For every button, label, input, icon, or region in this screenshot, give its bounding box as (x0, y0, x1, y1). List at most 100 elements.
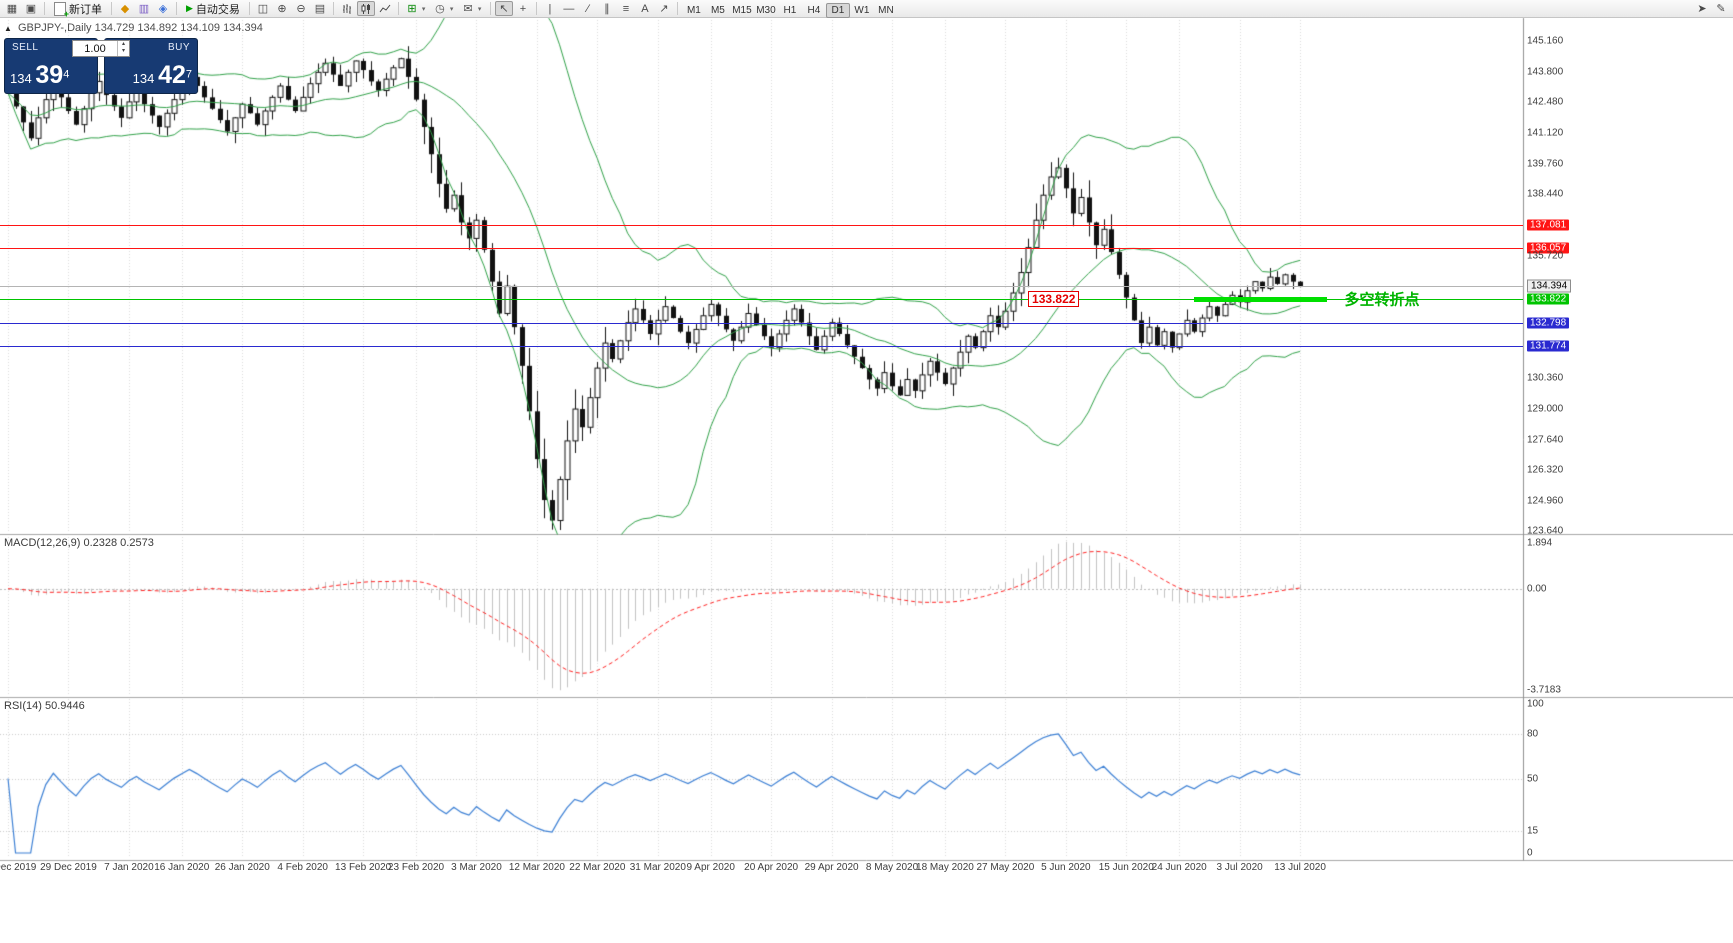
terminal-icon[interactable]: ▥ (138, 3, 150, 15)
volume-spinner: ▴ ▾ (117, 41, 129, 56)
volume-value: 1.00 (84, 42, 106, 55)
macd-axis-label: -3.7183 (1527, 684, 1561, 696)
pencil-tool-icon[interactable]: ✎ (1716, 3, 1726, 15)
periods-dropdown-icon[interactable]: ▾ (449, 5, 454, 13)
bar-chart-icon[interactable] (338, 1, 356, 16)
fibonacci-icon[interactable]: ≡ (622, 2, 630, 15)
price-axis-label: 132.798 (1527, 317, 1570, 329)
new-chart-icon[interactable]: ▦ (6, 3, 18, 15)
indicators-icon[interactable]: ⊞ (407, 3, 417, 15)
text-icon[interactable]: A (641, 2, 649, 15)
timeframe-d1[interactable]: D1 (825, 2, 850, 18)
price-axis-label: 145.160 (1527, 35, 1564, 47)
date-axis-label: 4 Feb 2020 (277, 862, 328, 873)
indicators-dropdown-icon[interactable]: ▾ (421, 5, 426, 13)
support-zone-highlight[interactable] (1194, 297, 1327, 303)
zoom-in-icon[interactable]: ⊕ (277, 3, 287, 15)
rsi-axis-label: 0 (1527, 847, 1533, 859)
price-axis-label: 130.360 (1527, 372, 1564, 384)
date-axis-label: 23 Feb 2020 (387, 862, 445, 873)
toolbar-separator (44, 2, 45, 15)
price-axis-label: 124.960 (1527, 495, 1564, 507)
cursor-icon[interactable]: ↖ (494, 1, 513, 16)
sell-label: SELL (12, 42, 39, 53)
timeframe-m15[interactable]: M15 (732, 4, 752, 16)
volume-input[interactable]: 1.00 ▴ ▾ (72, 40, 130, 57)
timeframe-w1[interactable]: W1 (854, 4, 870, 16)
autotrading-button[interactable]: ▶ 自动交易 (181, 1, 245, 16)
horizontal-line-object[interactable] (0, 225, 1523, 226)
price-axis-label: 137.081 (1527, 219, 1570, 231)
templates-icon[interactable]: ✉ (463, 3, 473, 15)
horizontal-line-icon[interactable]: — (563, 2, 575, 15)
date-axis-label: 15 Jun 2020 (1098, 862, 1154, 873)
timeframe-h4[interactable]: H4 (807, 4, 821, 16)
rsi-axis-label: 50 (1527, 773, 1539, 784)
one-click-trading-panel: SELL 134 394 BUY 134 427 1.00 ▴ ▾ (4, 38, 198, 94)
date-axis-label: 7 Jan 2020 (104, 862, 154, 873)
channel-icon[interactable]: ∥ (604, 3, 610, 15)
price-axis-label: 131.774 (1527, 340, 1570, 352)
timeframe-m30[interactable]: M30 (756, 4, 776, 16)
chart-symbol-period: GBPJPY-,Daily (17, 22, 92, 34)
tile-windows-icon[interactable]: ◫ (257, 3, 269, 15)
horizontal-line-object[interactable] (0, 299, 1523, 300)
date-axis-label: 3 Jul 2020 (1216, 862, 1263, 873)
rsi-axis-label: 100 (1527, 698, 1544, 710)
horizontal-line-object[interactable] (0, 248, 1523, 249)
timeframe-m1[interactable]: M1 (686, 4, 701, 16)
crosshair-icon[interactable]: + (519, 2, 527, 15)
candlestick-chart-icon[interactable] (356, 1, 375, 16)
metaeditor-icon[interactable]: ◆ (120, 3, 130, 15)
date-axis-label: 19 Dec 2019 (0, 862, 37, 873)
timeframe-m5[interactable]: M5 (710, 4, 725, 16)
date-axis-label: 18 May 2020 (916, 862, 974, 873)
volume-up-icon[interactable]: ▴ (121, 41, 125, 47)
timeframe-h1[interactable]: H1 (783, 4, 797, 16)
periods-icon[interactable]: ◷ (435, 3, 445, 15)
price-axis-label: 135.720 (1527, 250, 1564, 262)
trendline-icon[interactable]: ∕ (587, 2, 589, 15)
autotrading-play-icon: ▶ (186, 3, 193, 13)
price-axis-label: 138.440 (1527, 188, 1564, 200)
price-axis-label: 126.320 (1527, 464, 1564, 476)
timeframe-mn[interactable]: MN (878, 4, 894, 16)
date-axis-label: 13 Feb 2020 (335, 862, 392, 873)
toolbar-separator (489, 2, 491, 15)
turning-point-label[interactable]: 多空转折点 (1344, 291, 1420, 309)
horizontal-line-object[interactable] (0, 346, 1523, 347)
templates-dropdown-icon[interactable]: ▾ (477, 5, 482, 13)
date-axis-label: 24 Jun 2020 (1151, 862, 1207, 873)
toolbar-separator (397, 2, 399, 15)
price-axis-label: 123.640 (1527, 525, 1564, 537)
navigator-icon[interactable]: ◈ (158, 3, 168, 15)
line-chart-icon[interactable] (376, 1, 394, 16)
sell-button[interactable]: SELL 134 394 (4, 38, 98, 94)
date-axis-label: 3 Mar 2020 (451, 862, 502, 873)
date-axis-label: 29 Dec 2019 (40, 862, 97, 873)
profiles-icon[interactable]: ▣ (25, 3, 37, 15)
cascade-windows-icon[interactable]: ▤ (314, 3, 326, 15)
price-callout-label[interactable]: 133.822 (1028, 291, 1080, 308)
autotrading-label: 自动交易 (195, 3, 240, 16)
pointer-tool-icon[interactable]: ➤ (1697, 3, 1707, 15)
zoom-out-icon[interactable]: ⊖ (296, 3, 306, 15)
price-axis-label: 134.394 (1527, 279, 1572, 293)
date-axis-label: 31 Mar 2020 (629, 862, 686, 873)
buy-label: BUY (167, 42, 190, 53)
price-axis-label: 141.120 (1527, 127, 1564, 139)
volume-down-icon[interactable]: ▾ (121, 48, 125, 54)
vertical-line-icon[interactable]: | (548, 2, 552, 15)
horizontal-line-object[interactable] (0, 323, 1523, 324)
new-order-button[interactable]: + 新订单 (49, 1, 107, 19)
arrows-icon[interactable]: ↗ (659, 3, 669, 15)
toolbar-separator (248, 2, 250, 15)
date-axis-label: 16 Jan 2020 (154, 862, 210, 873)
date-axis-label: 22 Mar 2020 (569, 862, 626, 873)
price-axis-label: 136.057 (1527, 242, 1570, 254)
price-axis-label: 129.000 (1527, 403, 1564, 415)
collapse-panel-icon[interactable]: ▲ (4, 24, 12, 33)
date-axis-label: 12 Mar 2020 (508, 862, 565, 873)
